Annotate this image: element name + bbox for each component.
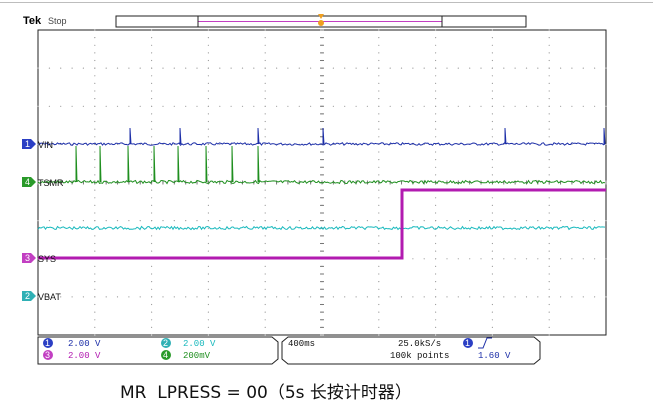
ch2-scale: 2.00 V bbox=[183, 339, 216, 349]
ch1-scale: 2.00 V bbox=[68, 339, 101, 349]
timebase: 400ms bbox=[288, 339, 315, 349]
svg-text:3: 3 bbox=[45, 350, 50, 360]
sample-rate: 25.0kS/s bbox=[398, 339, 441, 349]
rising-edge-icon bbox=[478, 337, 492, 349]
ch3-badge-icon bbox=[43, 350, 53, 360]
ch2-marker[interactable]: 2 bbox=[22, 291, 36, 301]
ch3-label: SYS bbox=[38, 254, 56, 264]
ch1-label: VIN bbox=[38, 140, 53, 150]
ch2-badge-icon bbox=[161, 338, 171, 348]
svg-text:1: 1 bbox=[465, 338, 470, 348]
top-divider-line bbox=[0, 2, 653, 3]
trigger-level: 1.60 V bbox=[478, 351, 511, 361]
ch3-scale: 2.00 V bbox=[68, 351, 101, 361]
ch3-marker[interactable]: 3 bbox=[22, 253, 36, 263]
trigger-position-marker-icon bbox=[318, 14, 324, 19]
acquisition-status: Stop bbox=[48, 16, 67, 26]
svg-text:4: 4 bbox=[163, 350, 168, 360]
ch2-waveform bbox=[37, 225, 606, 231]
ch4-badge-icon bbox=[161, 350, 171, 360]
ch1-marker[interactable]: 1 bbox=[22, 139, 36, 149]
horizontal-trigger-panel: 400ms 25.0kS/s 100k points 1 1.60 V bbox=[281, 336, 541, 365]
ch2-label: VBAT bbox=[38, 292, 61, 302]
svg-text:2: 2 bbox=[25, 291, 30, 301]
waveforms bbox=[37, 127, 606, 260]
trigger-source-badge-icon bbox=[463, 338, 473, 348]
ch4-label: TSMR bbox=[38, 178, 64, 188]
svg-text:2: 2 bbox=[163, 338, 168, 348]
ch4-scale: 200mV bbox=[183, 351, 211, 361]
record-length: 100k points bbox=[390, 351, 449, 361]
channel-scale-panel: 1 2.00 V 3 2.00 V 2 2.00 V 4 200mV bbox=[37, 336, 279, 365]
svg-text:3: 3 bbox=[25, 253, 30, 263]
brand-logo: Tek bbox=[23, 15, 42, 27]
svg-text:1: 1 bbox=[45, 338, 50, 348]
svg-text:1: 1 bbox=[25, 139, 30, 149]
ch4-tsmr-waveform bbox=[37, 145, 606, 185]
ch4-marker[interactable]: 4 bbox=[22, 177, 36, 187]
figure-caption: MR LPRESS = 00（5s 长按计时器） bbox=[120, 383, 412, 403]
trigger-position-dot-icon bbox=[318, 20, 324, 26]
ch1-badge-icon bbox=[43, 338, 53, 348]
ch3-sys-waveform bbox=[38, 188, 606, 260]
svg-text:4: 4 bbox=[25, 177, 30, 187]
ch1-vin-waveform bbox=[37, 127, 606, 146]
